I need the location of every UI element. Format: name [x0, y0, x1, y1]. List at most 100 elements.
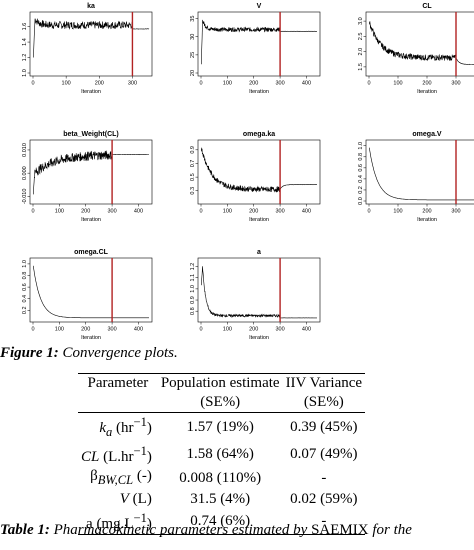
panel-title: V: [257, 3, 262, 10]
y-tick-label: 0.0: [358, 197, 364, 205]
figure-caption-text: Convergence plots.: [62, 345, 178, 361]
y-tick-label: 0.8: [190, 307, 196, 315]
y-tick-label: 2.5: [358, 33, 364, 41]
x-tick-label: 200: [95, 81, 104, 87]
x-tick-label: 100: [55, 327, 64, 333]
y-tick-label: 1.0: [358, 142, 364, 150]
convergence-panel: a 0 100 200 300 400 0.8 0.9 1.0 1.1 1.2 Iteration: [190, 249, 321, 340]
y-tick-label: 35: [190, 16, 196, 22]
table-cell-population: 1.57 (19%): [157, 412, 283, 442]
convergence-trace: [201, 266, 317, 319]
panel-title: omega.V: [412, 131, 442, 138]
convergence-panel: omega.V01002003004000.00.20.40.60.81.0It…: [358, 131, 474, 223]
y-tick-label: 0.6: [22, 283, 28, 291]
x-tick-label: 200: [422, 209, 431, 215]
figure-caption: Figure 1: Convergence plots.: [0, 345, 178, 362]
x-tick-label: 300: [107, 327, 116, 333]
table-cell-parameter: a (mg.L−1): [78, 509, 158, 535]
table-row: V (L) 31.5 (4%) 0.02 (59%): [78, 490, 365, 509]
panel-title: ka: [87, 3, 95, 10]
panel-frame: [197, 11, 321, 77]
table-row: ka (hr−1) 1.57 (19%) 0.39 (45%): [78, 412, 366, 442]
x-axis-label: Iteration: [81, 89, 101, 95]
table-header-population: Population estimate: [160, 375, 280, 391]
x-tick-label: 100: [223, 327, 232, 333]
convergence-panel: ka 0 100 200 300 1.0 1.2 1.4 1.6 Iteration: [22, 3, 153, 95]
y-tick-label: 1.6: [22, 23, 28, 31]
table-cell-parameter: CL (L.hr−1): [81, 444, 152, 465]
table-cell-iiv: 0.07 (49%): [290, 446, 358, 462]
table-cell-parameter: βBW,CL (-): [90, 468, 152, 487]
panel-title: beta_Weight(CL): [63, 131, 118, 138]
table-row: a (mg.L−1) 0.74 (6%) -: [78, 509, 366, 535]
y-tick-label: 0.4: [22, 295, 28, 303]
figure-caption-label: Figure 1:: [0, 345, 59, 361]
y-tick-label: 1.0: [22, 260, 28, 268]
y-tick-label: 25: [190, 52, 196, 58]
panel-title: omega.ka: [243, 131, 275, 138]
panel-frame: [365, 139, 474, 205]
y-tick-label: 1.0: [190, 285, 196, 293]
x-tick-label: 400: [302, 81, 311, 87]
y-tick-label: 20: [190, 70, 196, 76]
table-row: CL (L.hr−1) 1.58 (64%) 0.07 (49%): [78, 442, 365, 467]
x-tick-label: 0: [199, 209, 202, 215]
table-cell-iiv: 0.02 (59%): [290, 491, 358, 507]
table-caption-software: SAEMIX: [311, 522, 369, 538]
panel-frame: [197, 139, 321, 205]
x-tick-label: 200: [81, 209, 90, 215]
x-tick-label: 300: [107, 209, 116, 215]
x-tick-label: 300: [451, 81, 460, 87]
panel-title: CL: [422, 3, 432, 10]
convergence-trace: [369, 20, 474, 65]
table-cell-iiv: -: [282, 509, 366, 535]
x-tick-label: 200: [249, 81, 258, 87]
panel-title: omega.CL: [74, 249, 109, 256]
table-caption: Table 1: Pharmacokinetic parameters esti…: [0, 522, 412, 539]
y-tick-label: 0.6: [358, 164, 364, 172]
y-tick-label: 0.010: [22, 143, 28, 157]
y-tick-label: 0.8: [358, 153, 364, 161]
y-tick-label: 0.9: [190, 146, 196, 154]
y-tick-label: 1.2: [22, 54, 28, 62]
y-tick-label: 0.8: [22, 272, 28, 280]
y-tick-label: 0.000: [22, 166, 28, 180]
x-tick-label: 300: [275, 81, 284, 87]
table-row: βBW,CL (-) 0.008 (110%) -: [78, 467, 365, 490]
table-cell-population: 0.74 (6%): [157, 509, 283, 535]
x-tick-label: 100: [393, 81, 402, 87]
y-tick-label: 0.7: [190, 160, 196, 168]
y-tick-label: 0.2: [22, 306, 28, 314]
convergence-trace: [33, 265, 149, 319]
table-subheader-iiv: (SE%): [303, 394, 344, 410]
x-tick-label: 200: [249, 327, 258, 333]
y-tick-label: 3.0: [358, 17, 364, 25]
y-tick-label: 1.2: [190, 263, 196, 271]
x-tick-label: 400: [134, 327, 143, 333]
convergence-trace: [369, 147, 474, 201]
x-tick-label: 100: [393, 209, 402, 215]
table-cell-parameter: ka (hr−1): [78, 412, 158, 442]
x-axis-label: Iteration: [81, 335, 101, 340]
x-tick-label: 0: [199, 81, 202, 87]
x-tick-label: 400: [302, 209, 311, 215]
x-tick-label: 0: [199, 327, 202, 333]
x-tick-label: 0: [31, 327, 34, 333]
x-axis-label: Iteration: [417, 217, 437, 223]
x-axis-label: Iteration: [249, 335, 269, 340]
x-tick-label: 0: [367, 81, 370, 87]
x-axis-label: Iteration: [81, 217, 101, 223]
y-tick-label: 1.0: [22, 69, 28, 77]
x-axis-label: Iteration: [249, 89, 269, 95]
y-tick-label: 1.1: [190, 274, 196, 282]
x-tick-label: 200: [422, 81, 431, 87]
x-tick-label: 200: [81, 327, 90, 333]
x-tick-label: 400: [302, 327, 311, 333]
panel-frame: [29, 11, 153, 77]
x-axis-label: Iteration: [249, 217, 269, 223]
convergence-panel: CL 0 100 200 300 1.5 2.0 2.5 3.0 Iteration: [358, 3, 474, 95]
table-caption-text-pre: Pharmacokinetic parameters estimated by: [53, 522, 308, 538]
y-tick-label: 2.0: [358, 48, 364, 56]
convergence-panel: V 0 100 200 300 400 20 25 30 35 Iteration: [190, 3, 321, 95]
